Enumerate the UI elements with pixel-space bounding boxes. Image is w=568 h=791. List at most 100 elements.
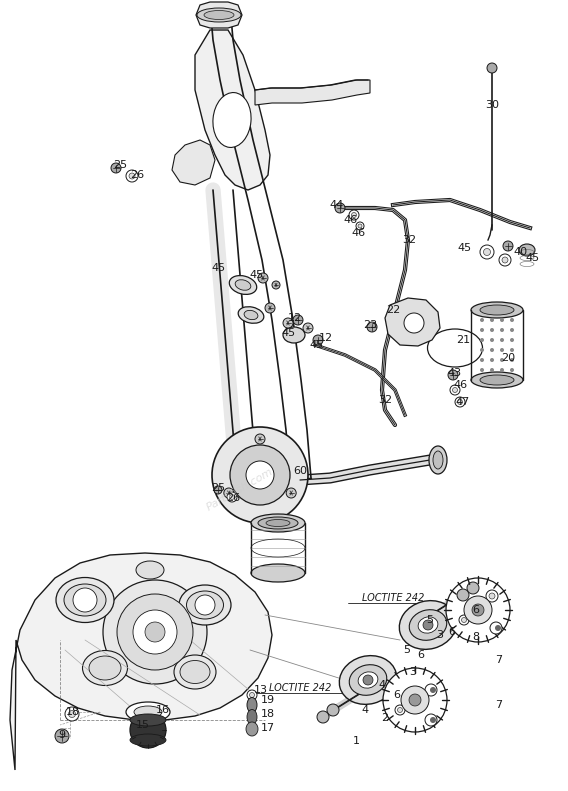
Text: 15: 15: [136, 720, 150, 730]
Text: 17: 17: [261, 723, 275, 733]
Circle shape: [229, 494, 235, 499]
Text: 4: 4: [378, 680, 386, 690]
Circle shape: [457, 399, 462, 404]
Text: 45: 45: [457, 243, 471, 253]
Text: 46: 46: [351, 228, 365, 238]
Circle shape: [272, 281, 280, 289]
Text: 44: 44: [330, 200, 344, 210]
Text: 12: 12: [288, 313, 302, 323]
Ellipse shape: [134, 706, 162, 718]
Circle shape: [317, 711, 329, 723]
Text: 3: 3: [436, 630, 444, 640]
Circle shape: [246, 461, 274, 489]
Circle shape: [313, 335, 323, 345]
Circle shape: [133, 610, 177, 654]
Circle shape: [398, 707, 403, 713]
Circle shape: [480, 348, 484, 352]
Text: 30: 30: [485, 100, 499, 110]
Circle shape: [73, 588, 97, 612]
Circle shape: [247, 690, 257, 700]
Circle shape: [404, 313, 424, 333]
Ellipse shape: [64, 584, 106, 616]
Circle shape: [363, 675, 373, 685]
Circle shape: [335, 203, 345, 213]
Text: LOCTITE 242: LOCTITE 242: [362, 593, 424, 603]
Text: Partsfish.com: Partsfish.com: [205, 467, 275, 513]
Polygon shape: [255, 80, 370, 105]
Ellipse shape: [246, 722, 258, 736]
Polygon shape: [196, 2, 242, 28]
Text: 45: 45: [282, 328, 296, 338]
Polygon shape: [385, 298, 440, 346]
Text: 4: 4: [361, 705, 369, 715]
Circle shape: [490, 368, 494, 372]
Circle shape: [500, 358, 504, 362]
Circle shape: [69, 710, 76, 717]
Circle shape: [195, 595, 215, 615]
Circle shape: [401, 686, 429, 714]
Text: 8: 8: [473, 632, 479, 642]
Circle shape: [448, 370, 458, 380]
Circle shape: [490, 338, 494, 342]
Text: 26: 26: [130, 170, 144, 180]
Ellipse shape: [229, 275, 257, 294]
Text: 1: 1: [353, 736, 360, 746]
Ellipse shape: [213, 93, 251, 147]
Text: 60: 60: [293, 466, 307, 476]
Ellipse shape: [174, 655, 216, 689]
Circle shape: [450, 385, 460, 395]
Ellipse shape: [471, 372, 523, 388]
Text: 22: 22: [386, 305, 400, 315]
Ellipse shape: [251, 564, 305, 582]
Circle shape: [490, 318, 494, 322]
Circle shape: [249, 692, 254, 698]
Ellipse shape: [247, 710, 257, 725]
Ellipse shape: [480, 375, 514, 385]
Circle shape: [129, 173, 135, 179]
Circle shape: [111, 163, 121, 173]
Circle shape: [472, 604, 484, 616]
Ellipse shape: [247, 698, 257, 713]
Circle shape: [483, 248, 491, 255]
Circle shape: [425, 714, 437, 726]
Text: 16: 16: [156, 705, 170, 715]
Ellipse shape: [197, 8, 241, 22]
Circle shape: [367, 322, 377, 332]
Circle shape: [303, 323, 313, 333]
Text: 6: 6: [417, 650, 424, 660]
Circle shape: [500, 318, 504, 322]
Circle shape: [480, 338, 484, 342]
Text: 46: 46: [343, 215, 357, 225]
Circle shape: [383, 668, 447, 732]
Ellipse shape: [480, 305, 514, 315]
Circle shape: [480, 358, 484, 362]
Text: 45: 45: [212, 263, 226, 273]
Text: 45: 45: [310, 340, 324, 350]
Ellipse shape: [180, 660, 210, 683]
Circle shape: [227, 492, 237, 502]
Ellipse shape: [186, 591, 223, 619]
Circle shape: [352, 213, 357, 218]
Circle shape: [265, 303, 275, 313]
Ellipse shape: [244, 310, 258, 320]
Ellipse shape: [519, 244, 535, 256]
Ellipse shape: [339, 656, 396, 704]
Circle shape: [145, 622, 165, 642]
Text: 18: 18: [261, 709, 275, 719]
Ellipse shape: [428, 329, 482, 367]
Ellipse shape: [251, 514, 305, 532]
Circle shape: [480, 328, 484, 332]
Ellipse shape: [399, 600, 457, 649]
Circle shape: [480, 245, 494, 259]
Circle shape: [65, 707, 79, 721]
Ellipse shape: [409, 610, 447, 640]
Ellipse shape: [82, 650, 127, 686]
Circle shape: [453, 388, 457, 392]
Text: 7: 7: [495, 700, 503, 710]
Circle shape: [455, 397, 465, 407]
Circle shape: [258, 273, 268, 283]
Circle shape: [495, 625, 501, 631]
Circle shape: [510, 328, 514, 332]
Circle shape: [487, 63, 497, 73]
Text: 19: 19: [261, 695, 275, 705]
